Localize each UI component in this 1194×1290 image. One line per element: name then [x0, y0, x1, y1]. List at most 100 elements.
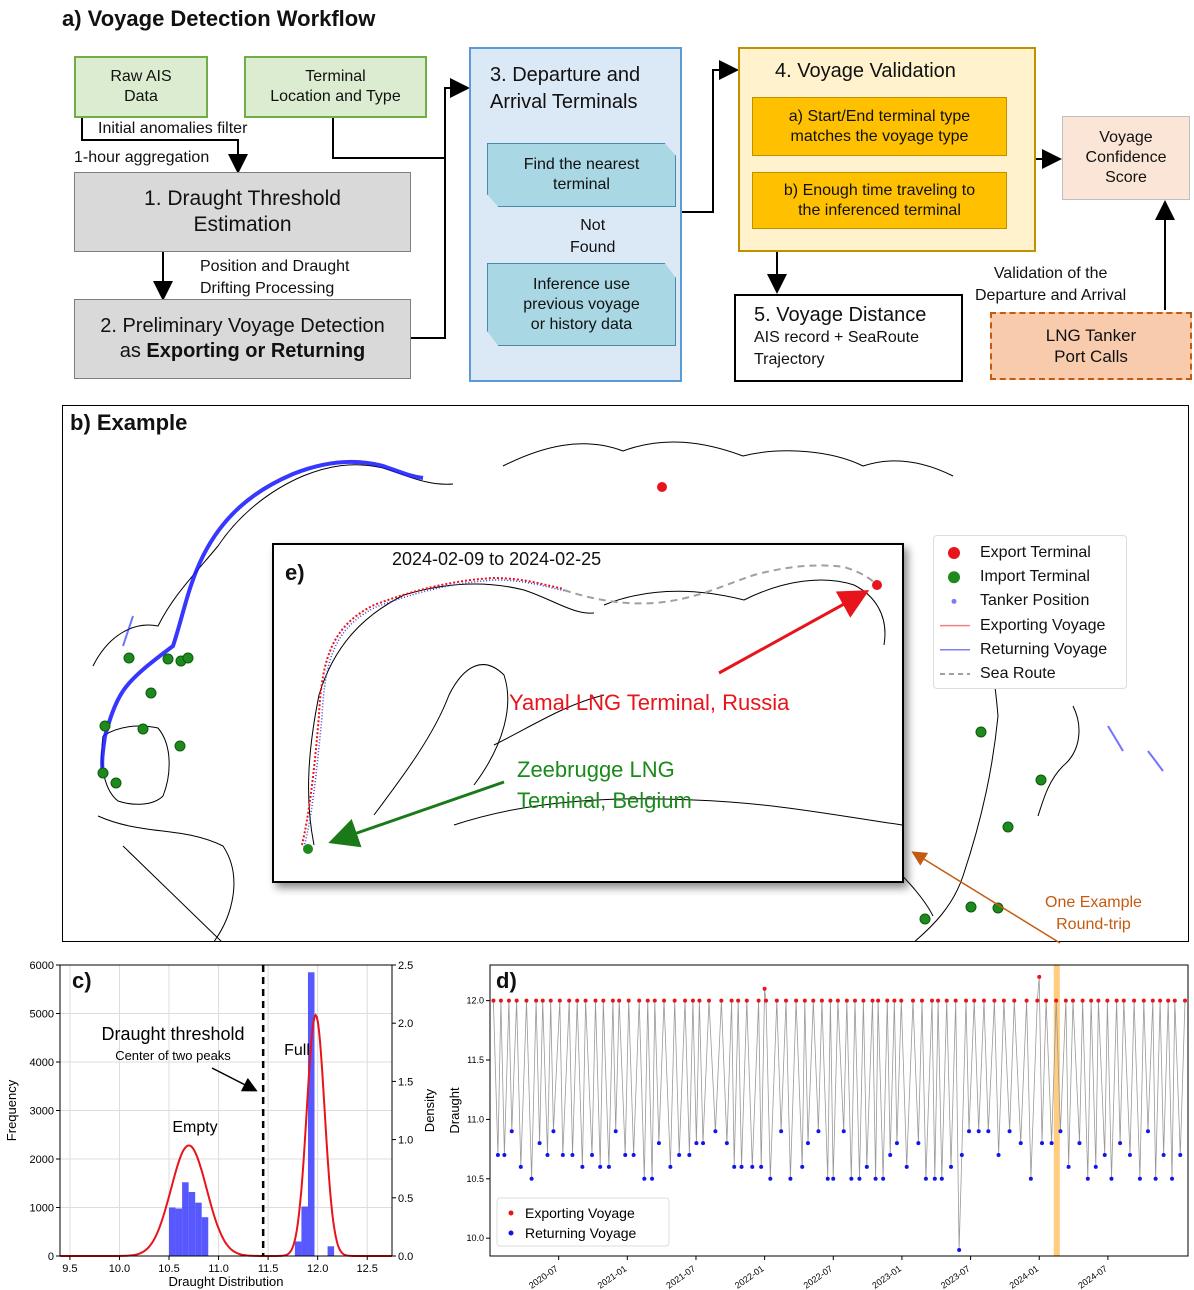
export-point — [861, 998, 866, 1003]
y-axis-label: Draught — [447, 1087, 462, 1134]
import-terminal-marker — [975, 726, 987, 738]
return-point — [502, 1153, 507, 1158]
return-point — [816, 1129, 821, 1134]
return-point — [656, 1141, 661, 1146]
import-terminal-marker — [1035, 774, 1047, 786]
export-point — [1158, 998, 1163, 1003]
return-point — [1145, 1129, 1150, 1134]
raw-ais-box: Raw AIS Data — [74, 56, 208, 118]
x-tick-label: 11.5 — [258, 1263, 279, 1275]
plot-frame — [489, 964, 1189, 1257]
return-point — [713, 1129, 718, 1134]
y-tick-label: 6000 — [30, 960, 54, 972]
y-axis-label: Frequency — [4, 1079, 19, 1141]
border-1 — [122, 845, 222, 941]
export-point — [1024, 998, 1029, 1003]
return-point — [1102, 1153, 1107, 1158]
export-point — [919, 998, 924, 1003]
export-point — [583, 998, 588, 1003]
export-point — [706, 998, 711, 1003]
export-point — [764, 998, 769, 1003]
x-tick-label: 10.0 — [109, 1263, 130, 1275]
export-point — [992, 998, 997, 1003]
x-tick-label: 9.5 — [62, 1263, 77, 1275]
arrow-raw-to-step1 — [81, 118, 248, 174]
port-calls-box: LNG Tanker Port Calls — [990, 312, 1192, 380]
export-point — [697, 998, 702, 1003]
export-point — [762, 986, 767, 991]
exporting-voyage-line — [301, 576, 565, 846]
return-point — [1018, 1141, 1023, 1146]
export-point — [514, 998, 519, 1003]
legend-markers — [940, 547, 970, 675]
export-point — [802, 998, 807, 1003]
y-tick-label: 0 — [48, 1251, 54, 1263]
yamal-terminal-marker — [872, 580, 882, 590]
import-terminal-marker — [919, 913, 931, 925]
return-point — [1028, 1176, 1033, 1181]
export-point — [672, 998, 677, 1003]
y-tick-label: 12.0 — [466, 996, 484, 1006]
histogram-bar — [175, 1208, 183, 1256]
return-point — [1066, 1164, 1071, 1169]
x-tick-label: 12.5 — [357, 1263, 378, 1275]
return-point — [957, 1248, 962, 1253]
export-point — [719, 998, 724, 1003]
inset-map — [301, 564, 902, 854]
y-tick-label: 2000 — [30, 1154, 54, 1166]
export-point — [1150, 998, 1155, 1003]
return-point — [841, 1129, 846, 1134]
return-point — [570, 1153, 575, 1158]
export-point — [1044, 998, 1049, 1003]
inset-coastline-scandinavia — [308, 583, 595, 846]
workflow-arrows — [81, 60, 1175, 339]
y-right-axis-label: Density — [422, 1088, 437, 1132]
step1-box: 1. Draught Threshold Estimation — [74, 172, 411, 252]
legend-label: Sea Route — [980, 665, 1056, 683]
export-point — [929, 998, 934, 1003]
return-point — [551, 1129, 556, 1134]
export-point — [662, 998, 667, 1003]
export-point — [1089, 998, 1094, 1003]
export-point — [1096, 998, 1101, 1003]
return-point — [849, 1176, 854, 1181]
legend-label: Tanker Position — [980, 592, 1090, 610]
export-point — [844, 998, 849, 1003]
return-point — [1085, 1176, 1090, 1181]
export-point — [1054, 998, 1059, 1003]
panel-a-title: a) Voyage Detection Workflow — [62, 6, 376, 31]
export-point — [524, 998, 529, 1003]
export-point — [1121, 998, 1126, 1003]
full-label: Full — [284, 1042, 310, 1059]
inset-coastline-russia — [603, 579, 886, 646]
chart-d-label: d) — [496, 968, 517, 993]
return-point — [873, 1176, 878, 1181]
x-tick-label: 2024-07 — [1076, 1263, 1109, 1290]
export-point — [729, 998, 734, 1003]
export-point — [828, 998, 833, 1003]
arrow-step2-to-step3 — [411, 78, 470, 339]
export-point — [683, 998, 688, 1003]
import-terminal-marker — [110, 777, 122, 789]
arrow-terminal-to-step3 — [332, 118, 445, 159]
export-point — [540, 998, 545, 1003]
return-point — [694, 1141, 699, 1146]
export-point — [617, 998, 622, 1003]
return-point — [976, 1129, 981, 1134]
export-point — [1070, 998, 1075, 1003]
import-terminal-marker — [965, 901, 977, 913]
return-point — [779, 1129, 784, 1134]
export-point — [794, 998, 799, 1003]
step5-box: 5. Voyage Distance AIS record + SeaRoute… — [734, 294, 963, 382]
export-point — [652, 998, 657, 1003]
y-tick-label: 3000 — [30, 1106, 54, 1118]
export-point — [876, 998, 881, 1003]
import-terminal-marker — [97, 767, 109, 779]
histogram-bar — [182, 1182, 189, 1256]
x-tick-label: 2022-07 — [802, 1263, 835, 1290]
return-point — [724, 1141, 729, 1146]
map-legend: Export Terminal Import Terminal Tanker Pos… — [933, 535, 1127, 689]
not-found-note: Not Found — [570, 217, 616, 256]
tanker-track-main — [121, 459, 424, 693]
x-tick-label: 2020-07 — [527, 1263, 560, 1290]
